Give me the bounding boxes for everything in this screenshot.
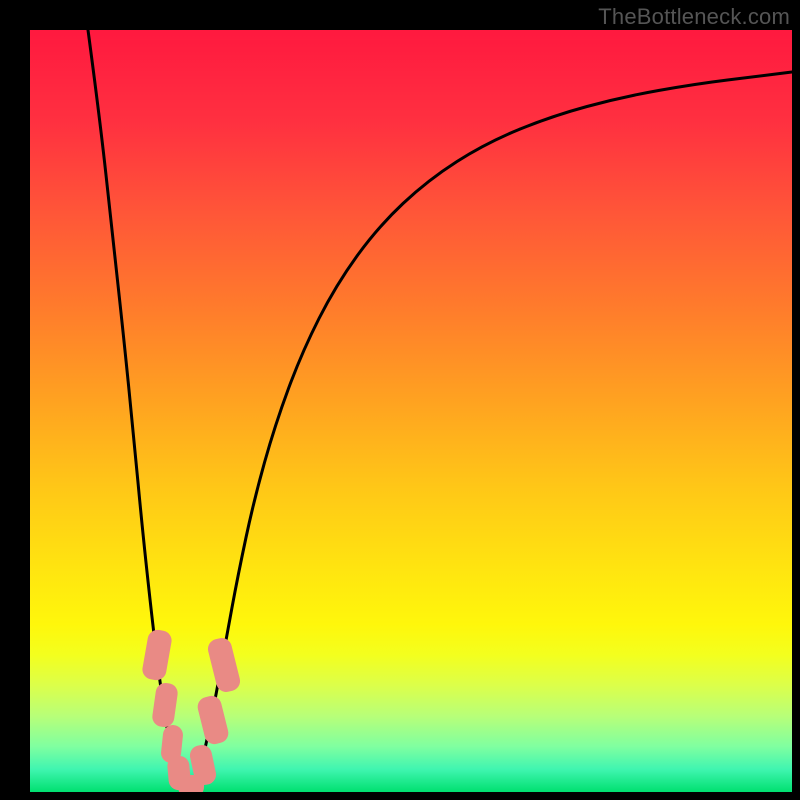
plot-gradient [30, 30, 792, 792]
chart-container: TheBottleneck.com [0, 0, 800, 800]
bottleneck-chart-svg [0, 0, 800, 800]
